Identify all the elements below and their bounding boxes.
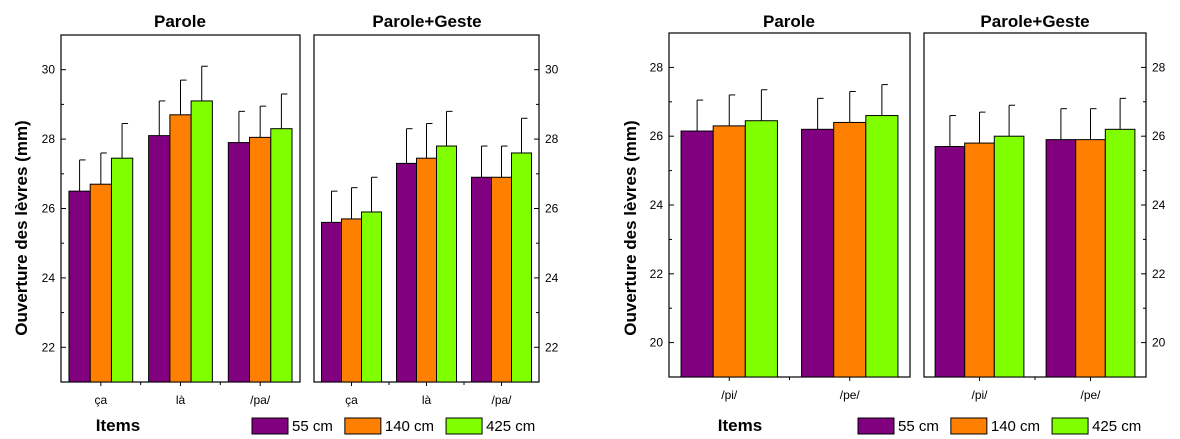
y-tick-label: 28 <box>42 132 56 146</box>
legend-swatch <box>344 417 382 435</box>
y-tick-label: 22 <box>545 340 559 354</box>
y-tick-label: 20 <box>650 336 664 350</box>
x-axis-label: Items <box>718 416 762 435</box>
x-tick-label: /pi/ <box>971 388 988 402</box>
x-tick-label: /pi/ <box>721 388 738 402</box>
x-tick-label: /pe/ <box>840 388 861 402</box>
x-tick-label: ça <box>94 393 107 407</box>
bar <box>964 142 995 378</box>
panel-title: Parole <box>763 12 815 31</box>
y-tick-label: 22 <box>1152 267 1166 281</box>
legend-label: 55 cm <box>898 418 939 435</box>
y-tick-label: 30 <box>42 63 56 77</box>
x-tick-label: ça <box>345 393 358 407</box>
bar <box>190 100 213 383</box>
bar <box>744 120 778 378</box>
bar <box>865 115 899 378</box>
bar <box>249 136 272 383</box>
bar <box>361 211 382 383</box>
bar <box>680 130 714 378</box>
y-tick-label: 24 <box>650 198 664 212</box>
legend-label: 140 cm <box>991 418 1040 435</box>
bar <box>801 128 835 378</box>
y-tick-label: 24 <box>1152 198 1166 212</box>
bar <box>712 125 746 378</box>
y-tick-label: 26 <box>1152 129 1166 143</box>
y-axis-label: Ouverture des lèvres (mm) <box>621 120 640 335</box>
bar <box>341 218 362 383</box>
bar <box>68 190 91 383</box>
bar <box>227 142 251 383</box>
legend-swatch <box>950 417 988 435</box>
bar <box>934 146 966 378</box>
y-tick-label: 24 <box>545 271 559 285</box>
legend-label: 55 cm <box>292 418 333 435</box>
y-tick-label: 20 <box>1152 336 1166 350</box>
legend-swatch <box>445 417 483 435</box>
y-tick-label: 22 <box>42 340 56 354</box>
y-tick-label: 24 <box>42 271 56 285</box>
panel-title: Parole+Geste <box>372 12 481 31</box>
legend-swatch <box>251 417 289 435</box>
y-tick-label: 28 <box>545 132 559 146</box>
bar <box>511 152 532 383</box>
y-tick-label: 30 <box>545 63 559 77</box>
legend-label: 140 cm <box>385 418 434 435</box>
y-axis-label: Ouverture des lèvres (mm) <box>12 120 31 335</box>
bar <box>491 176 512 383</box>
bar <box>148 135 171 383</box>
bar <box>436 145 457 383</box>
x-tick-label: là <box>176 393 186 407</box>
x-tick-label: /pa/ <box>491 393 512 407</box>
legend-swatch <box>857 417 895 435</box>
y-tick-label: 28 <box>1152 60 1166 74</box>
y-tick-label: 28 <box>650 60 664 74</box>
bar <box>169 114 192 383</box>
y-tick-label: 26 <box>545 202 559 216</box>
legend-label: 425 cm <box>1092 418 1141 435</box>
bar <box>471 176 492 383</box>
panel-title: Parole <box>154 12 206 31</box>
panel-title: Parole+Geste <box>980 12 1089 31</box>
bar <box>833 121 867 378</box>
legend-swatch <box>1051 417 1089 435</box>
bar <box>270 128 293 383</box>
legend-label: 425 cm <box>486 418 535 435</box>
bar <box>321 221 342 383</box>
bar <box>1075 139 1106 378</box>
y-tick-label: 26 <box>650 129 664 143</box>
bar <box>1045 139 1077 378</box>
x-axis-label: Items <box>96 416 140 435</box>
y-tick-label: 26 <box>42 202 56 216</box>
bar <box>1104 128 1136 378</box>
x-tick-label: là <box>422 393 432 407</box>
bar <box>396 162 417 383</box>
bar <box>89 183 112 383</box>
bar <box>993 135 1025 378</box>
bar <box>110 157 134 383</box>
x-tick-label: /pa/ <box>250 393 271 407</box>
bar <box>416 157 437 383</box>
x-tick-label: /pe/ <box>1080 388 1101 402</box>
y-tick-label: 22 <box>650 267 664 281</box>
